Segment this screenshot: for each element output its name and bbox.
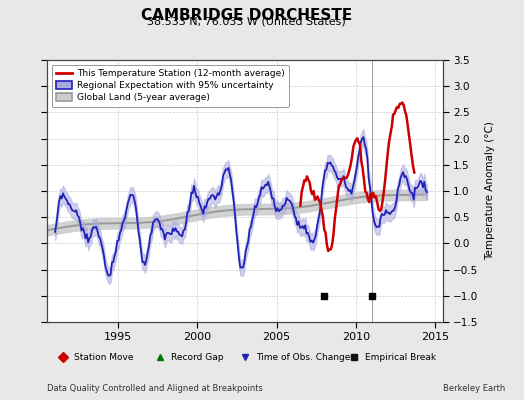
Text: 38.533 N, 76.033 W (United States): 38.533 N, 76.033 W (United States) xyxy=(147,17,346,27)
Text: Record Gap: Record Gap xyxy=(171,353,224,362)
Y-axis label: Temperature Anomaly (°C): Temperature Anomaly (°C) xyxy=(486,122,496,260)
Text: Data Quality Controlled and Aligned at Breakpoints: Data Quality Controlled and Aligned at B… xyxy=(47,384,263,393)
Text: Station Move: Station Move xyxy=(74,353,134,362)
Text: Empirical Break: Empirical Break xyxy=(365,353,436,362)
Text: Berkeley Earth: Berkeley Earth xyxy=(443,384,505,393)
Text: CAMBRIDGE DORCHESTE: CAMBRIDGE DORCHESTE xyxy=(140,8,352,23)
Text: Time of Obs. Change: Time of Obs. Change xyxy=(256,353,351,362)
Legend: This Temperature Station (12-month average), Regional Expectation with 95% uncer: This Temperature Station (12-month avera… xyxy=(52,64,289,107)
